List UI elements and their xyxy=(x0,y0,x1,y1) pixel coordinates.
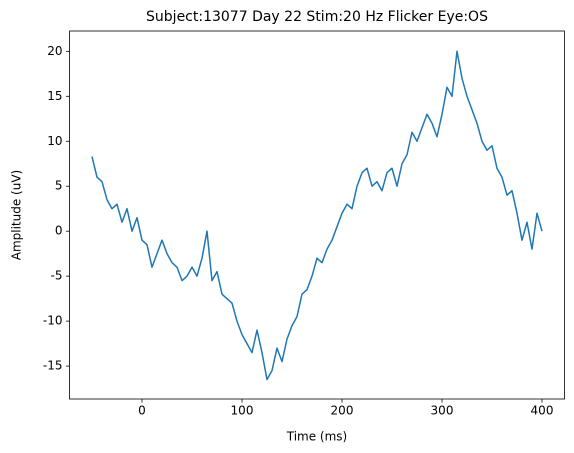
y-tick-label: -15 xyxy=(43,359,63,373)
y-tick-label: 0 xyxy=(55,224,63,238)
x-tick-label: 200 xyxy=(331,404,354,418)
data-line xyxy=(91,50,543,381)
y-tick-label: 10 xyxy=(47,134,62,148)
y-tick-label: -10 xyxy=(43,314,63,328)
y-tick-label: -5 xyxy=(51,269,63,283)
x-tick-label: 400 xyxy=(531,404,554,418)
y-tick-label: 15 xyxy=(47,89,62,103)
x-tick-label: 100 xyxy=(231,404,254,418)
y-tick-label: 5 xyxy=(55,179,63,193)
x-tick-label: 0 xyxy=(138,404,146,418)
x-axis-label: Time (ms) xyxy=(286,430,348,444)
x-tick-label: 300 xyxy=(431,404,454,418)
plot-frame xyxy=(69,30,565,400)
y-axis-label: Amplitude (uV) xyxy=(10,170,24,261)
chart-title: Subject:13077 Day 22 Stim:20 Hz Flicker … xyxy=(146,9,488,25)
y-tick-label: 20 xyxy=(47,44,62,58)
